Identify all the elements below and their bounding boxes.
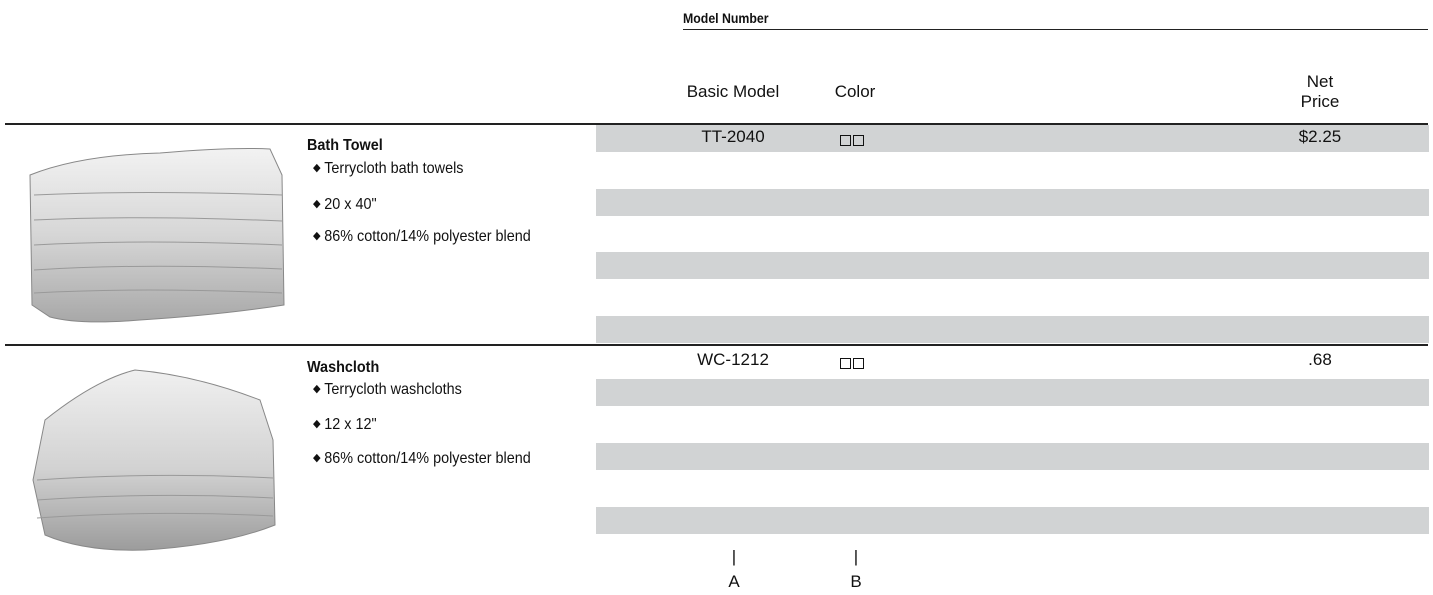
color-options-washcloth[interactable] bbox=[840, 354, 866, 370]
feature-washcloth-3: ◆ 86% cotton/14% polyester blend bbox=[313, 450, 531, 467]
color-column-header: Color bbox=[834, 82, 876, 101]
marker-b: B bbox=[850, 572, 862, 591]
stripe-row bbox=[596, 443, 1429, 470]
color-options-bath-towel[interactable] bbox=[840, 131, 866, 147]
feature-washcloth-1: ◆ Terrycloth washcloths bbox=[313, 381, 462, 398]
color-checkbox-2[interactable] bbox=[853, 357, 864, 369]
feature-bath-towel-3: ◆ 86% cotton/14% polyester blend bbox=[313, 228, 531, 245]
net-price-column-header: Net Price bbox=[1270, 72, 1370, 112]
color-checkbox-2[interactable] bbox=[853, 134, 864, 146]
net-price-washcloth: .68 bbox=[1308, 350, 1332, 369]
marker-tick-b: | bbox=[853, 547, 859, 566]
product-name-bath-towel: Bath Towel bbox=[307, 137, 383, 154]
feature-washcloth-2: ◆ 12 x 12" bbox=[313, 416, 377, 433]
stripe-row bbox=[596, 316, 1429, 343]
stripe-row bbox=[596, 379, 1429, 406]
basic-model-column-header: Basic Model bbox=[686, 82, 780, 101]
stripe-row bbox=[596, 189, 1429, 216]
net-price-line2: Price bbox=[1300, 92, 1340, 111]
model-number-heading: Model Number bbox=[683, 10, 769, 26]
header-rule bbox=[683, 29, 1428, 30]
feature-bath-towel-1: ◆ Terrycloth bath towels bbox=[313, 160, 464, 177]
marker-a: A bbox=[728, 572, 740, 591]
basic-model-value-washcloth: WC-1212 bbox=[697, 350, 769, 369]
basic-model-value-bath-towel: TT-2040 bbox=[701, 127, 765, 146]
section-rule-bath-towel bbox=[5, 123, 1428, 125]
stripe-row bbox=[596, 252, 1429, 279]
marker-tick-a: | bbox=[731, 547, 737, 566]
color-checkbox-1[interactable] bbox=[840, 134, 851, 146]
product-name-washcloth: Washcloth bbox=[307, 359, 380, 376]
net-price-bath-towel: $2.25 bbox=[1298, 127, 1342, 146]
bath-towel-image bbox=[20, 135, 295, 335]
net-price-line1: Net bbox=[1306, 72, 1334, 91]
stripe-row bbox=[596, 507, 1429, 534]
section-rule-washcloth bbox=[5, 344, 1428, 346]
color-checkbox-1[interactable] bbox=[840, 357, 851, 369]
stripe-row bbox=[596, 125, 1429, 152]
feature-bath-towel-2: ◆ 20 x 40" bbox=[313, 196, 377, 213]
washcloth-image bbox=[25, 360, 280, 560]
